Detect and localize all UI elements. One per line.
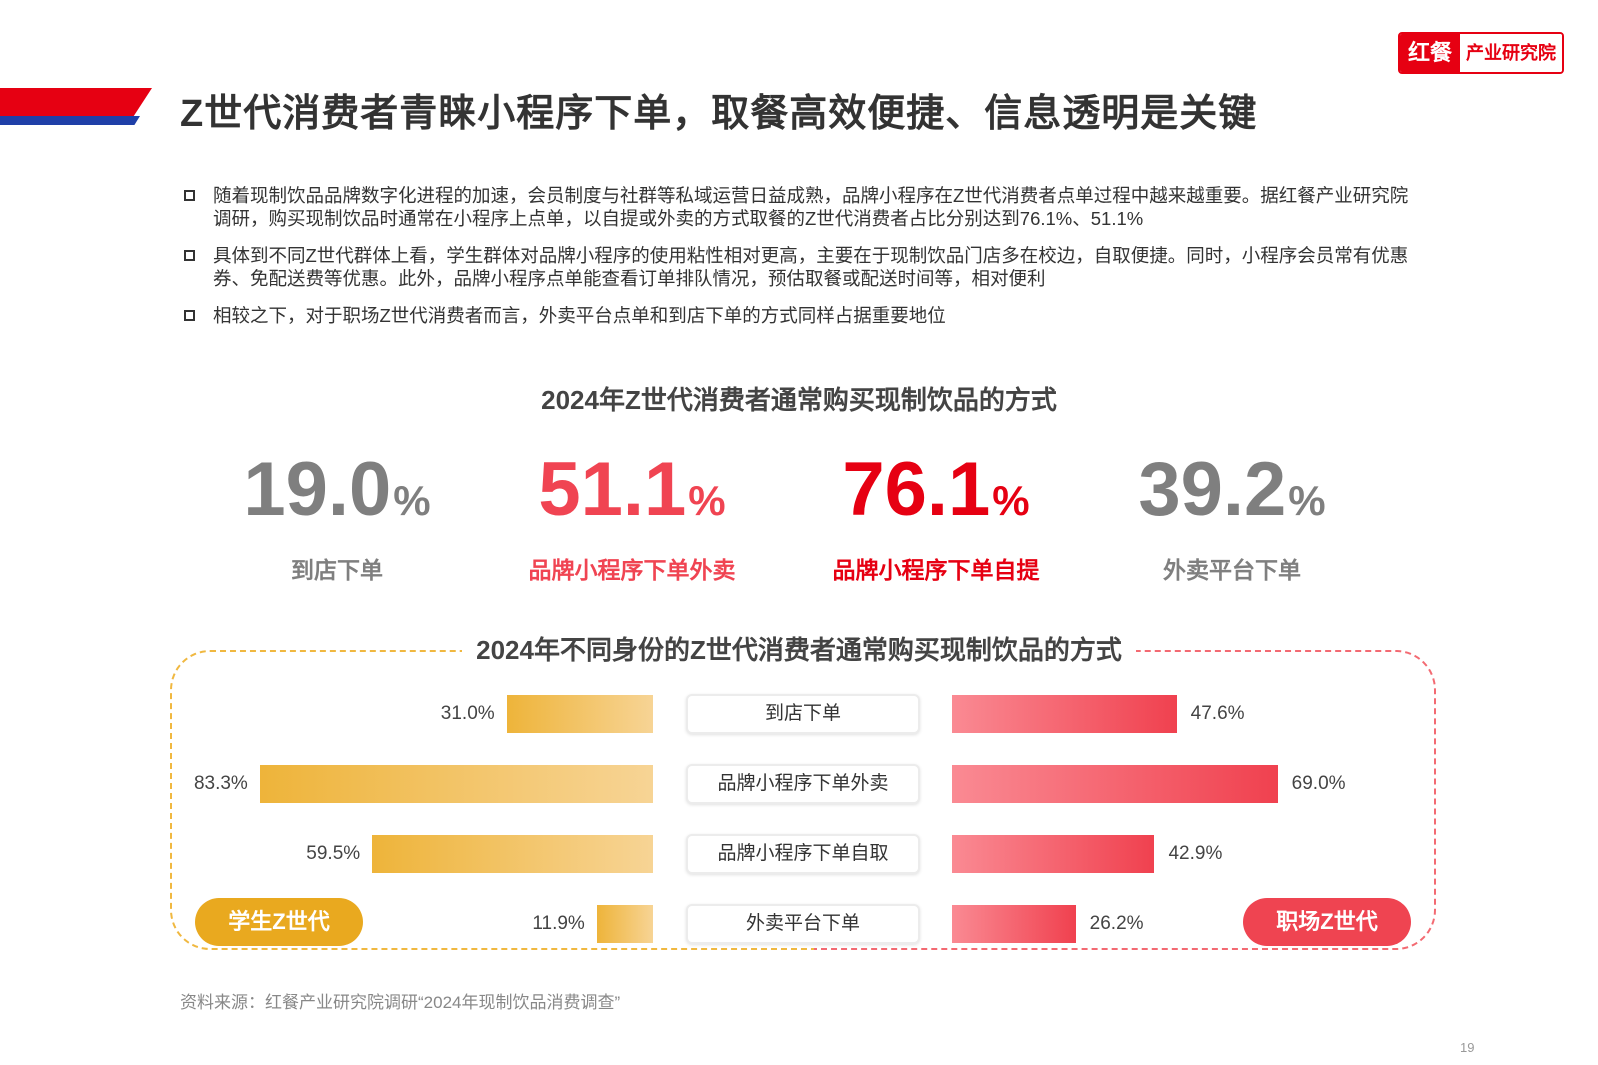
kpi-label: 外卖平台下单	[1163, 557, 1301, 583]
workplace-value-label: 42.9%	[1168, 843, 1223, 864]
workplace-bar	[952, 695, 1177, 733]
student-value-label: 31.0%	[440, 703, 495, 724]
kpi-number: 39.2	[1138, 447, 1287, 532]
kpi-unit: %	[688, 477, 726, 524]
student-bar	[259, 765, 653, 803]
bullet-item: 相较之下，对于职场Z世代消费者而言，外卖平台点单和到店下单的方式同样占据重要地位	[184, 304, 1424, 327]
legend-workplace-badge: 职场Z世代	[1243, 898, 1411, 946]
bullet-item: 随着现制饮品品牌数字化进程的加速，会员制度与社群等私域运营日益成熟，品牌小程序在…	[184, 184, 1424, 230]
bar-chart-title: 2024年不同身份的Z世代消费者通常购买现制饮品的方式	[462, 635, 1136, 665]
brand-logo: 红餐 产业研究院	[1398, 32, 1565, 74]
bullet-text: 具体到不同Z世代群体上看，学生群体对品牌小程序的使用粘性相对更高，主要在于现制饮…	[213, 245, 1409, 289]
page-title: Z世代消费者青睐小程序下单，取餐高效便捷、信息透明是关键	[180, 93, 1258, 135]
kpi-item: 76.1% 品牌小程序下单自提	[786, 450, 1086, 585]
category-label: 品牌小程序下单外卖	[686, 764, 920, 804]
kpi-unit: %	[992, 477, 1030, 524]
kpi-value: 76.1%	[786, 450, 1086, 541]
workplace-value-label: 69.0%	[1291, 773, 1346, 794]
workplace-value-label: 26.2%	[1089, 913, 1144, 934]
student-bar	[596, 905, 653, 943]
student-bar	[506, 695, 653, 733]
kpi-chart-title: 2024年Z世代消费者通常购买现制饮品的方式	[541, 385, 1057, 415]
bullet-text: 相较之下，对于职场Z世代消费者而言，外卖平台点单和到店下单的方式同样占据重要地位	[213, 305, 946, 326]
bar-chart-title-wrap: 2024年不同身份的Z世代消费者通常购买现制饮品的方式	[0, 630, 1598, 667]
page-number: 19	[1460, 1040, 1475, 1055]
kpi-item: 19.0% 到店下单	[187, 450, 487, 585]
student-value-label: 11.9%	[532, 913, 585, 934]
student-bar	[372, 835, 653, 873]
source-note: 资料来源：红餐产业研究院调研“2024年现制饮品消费调查”	[180, 993, 621, 1012]
student-value-label: 59.5%	[306, 843, 361, 864]
workplace-value-label: 47.6%	[1190, 703, 1245, 724]
kpi-value: 51.1%	[482, 450, 782, 541]
kpi-unit: %	[393, 477, 431, 524]
workplace-bar	[952, 835, 1155, 873]
workplace-bar	[952, 905, 1076, 943]
category-label: 到店下单	[686, 694, 920, 734]
kpi-label: 品牌小程序下单外卖	[528, 557, 736, 583]
bullet-text: 随着现制饮品品牌数字化进程的加速，会员制度与社群等私域运营日益成熟，品牌小程序在…	[213, 185, 1409, 229]
kpi-number: 19.0	[243, 447, 392, 532]
kpi-value: 19.0%	[187, 450, 487, 541]
category-label: 品牌小程序下单自取	[686, 834, 920, 874]
kpi-number: 76.1	[842, 447, 991, 532]
kpi-label: 品牌小程序下单自提	[832, 557, 1040, 583]
kpi-item: 39.2% 外卖平台下单	[1082, 450, 1382, 585]
logo-sub-text: 产业研究院	[1460, 34, 1563, 72]
square-bullet-icon	[184, 190, 195, 201]
kpi-value: 39.2%	[1082, 450, 1382, 541]
square-bullet-icon	[184, 250, 195, 261]
bullet-list: 随着现制饮品品牌数字化进程的加速，会员制度与社群等私域运营日益成熟，品牌小程序在…	[184, 184, 1424, 341]
kpi-label: 到店下单	[291, 557, 383, 583]
workplace-bar	[952, 765, 1278, 803]
category-label: 外卖平台下单	[686, 904, 920, 944]
logo-main-text: 红餐	[1400, 34, 1461, 72]
student-value-label: 83.3%	[193, 773, 248, 794]
legend-student-badge: 学生Z世代	[195, 898, 363, 946]
bullet-item: 具体到不同Z世代群体上看，学生群体对品牌小程序的使用粘性相对更高，主要在于现制饮…	[184, 244, 1424, 290]
kpi-item: 51.1% 品牌小程序下单外卖	[482, 450, 782, 585]
header-accent-blue	[0, 116, 140, 125]
kpi-unit: %	[1288, 477, 1326, 524]
kpi-number: 51.1	[538, 447, 687, 532]
header-accent-red	[0, 88, 152, 116]
square-bullet-icon	[184, 310, 195, 321]
